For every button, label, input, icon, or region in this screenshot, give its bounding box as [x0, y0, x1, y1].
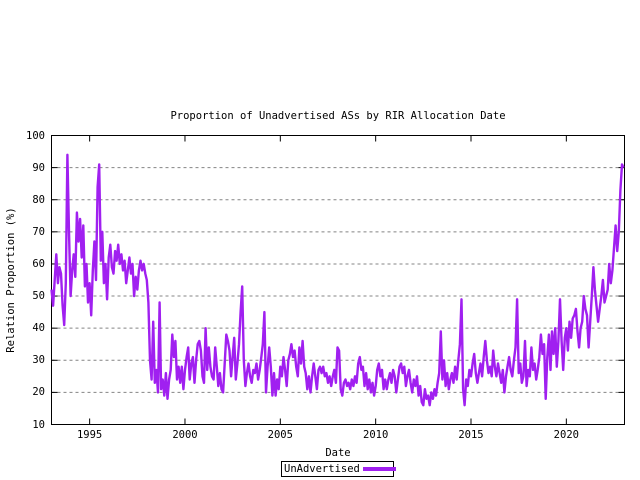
x-tick-label: 2005: [267, 429, 293, 441]
plot-border: [51, 135, 625, 425]
y-tick-label: 60: [32, 257, 45, 270]
y-tick-label: 100: [26, 129, 45, 142]
y-tick-label: 90: [32, 161, 45, 174]
x-tick-label: 2020: [553, 429, 579, 441]
x-axis-title: Date: [325, 447, 351, 459]
y-tick-label: 20: [32, 386, 45, 399]
x-tick-label: 1995: [76, 429, 103, 441]
legend-line-sample-icon: [362, 467, 396, 471]
legend-box: UnAdvertised: [281, 461, 396, 477]
x-tick-label: 2000: [172, 429, 198, 441]
y-tick-label: 10: [32, 418, 45, 431]
x-tick-label: 2010: [363, 429, 389, 441]
y-tick-label: 50: [32, 290, 45, 303]
x-tick-label: 2015: [458, 429, 484, 441]
y-tick-label: 40: [32, 322, 45, 335]
y-tick-label: 30: [32, 354, 45, 367]
series-line: [50, 153, 625, 407]
legend-label: UnAdvertised: [284, 463, 360, 475]
chart-title: Proportion of Unadvertised ASs by RIR Al…: [170, 110, 506, 122]
y-tick-label: 80: [32, 193, 45, 206]
y-tick-label: 70: [32, 225, 45, 238]
